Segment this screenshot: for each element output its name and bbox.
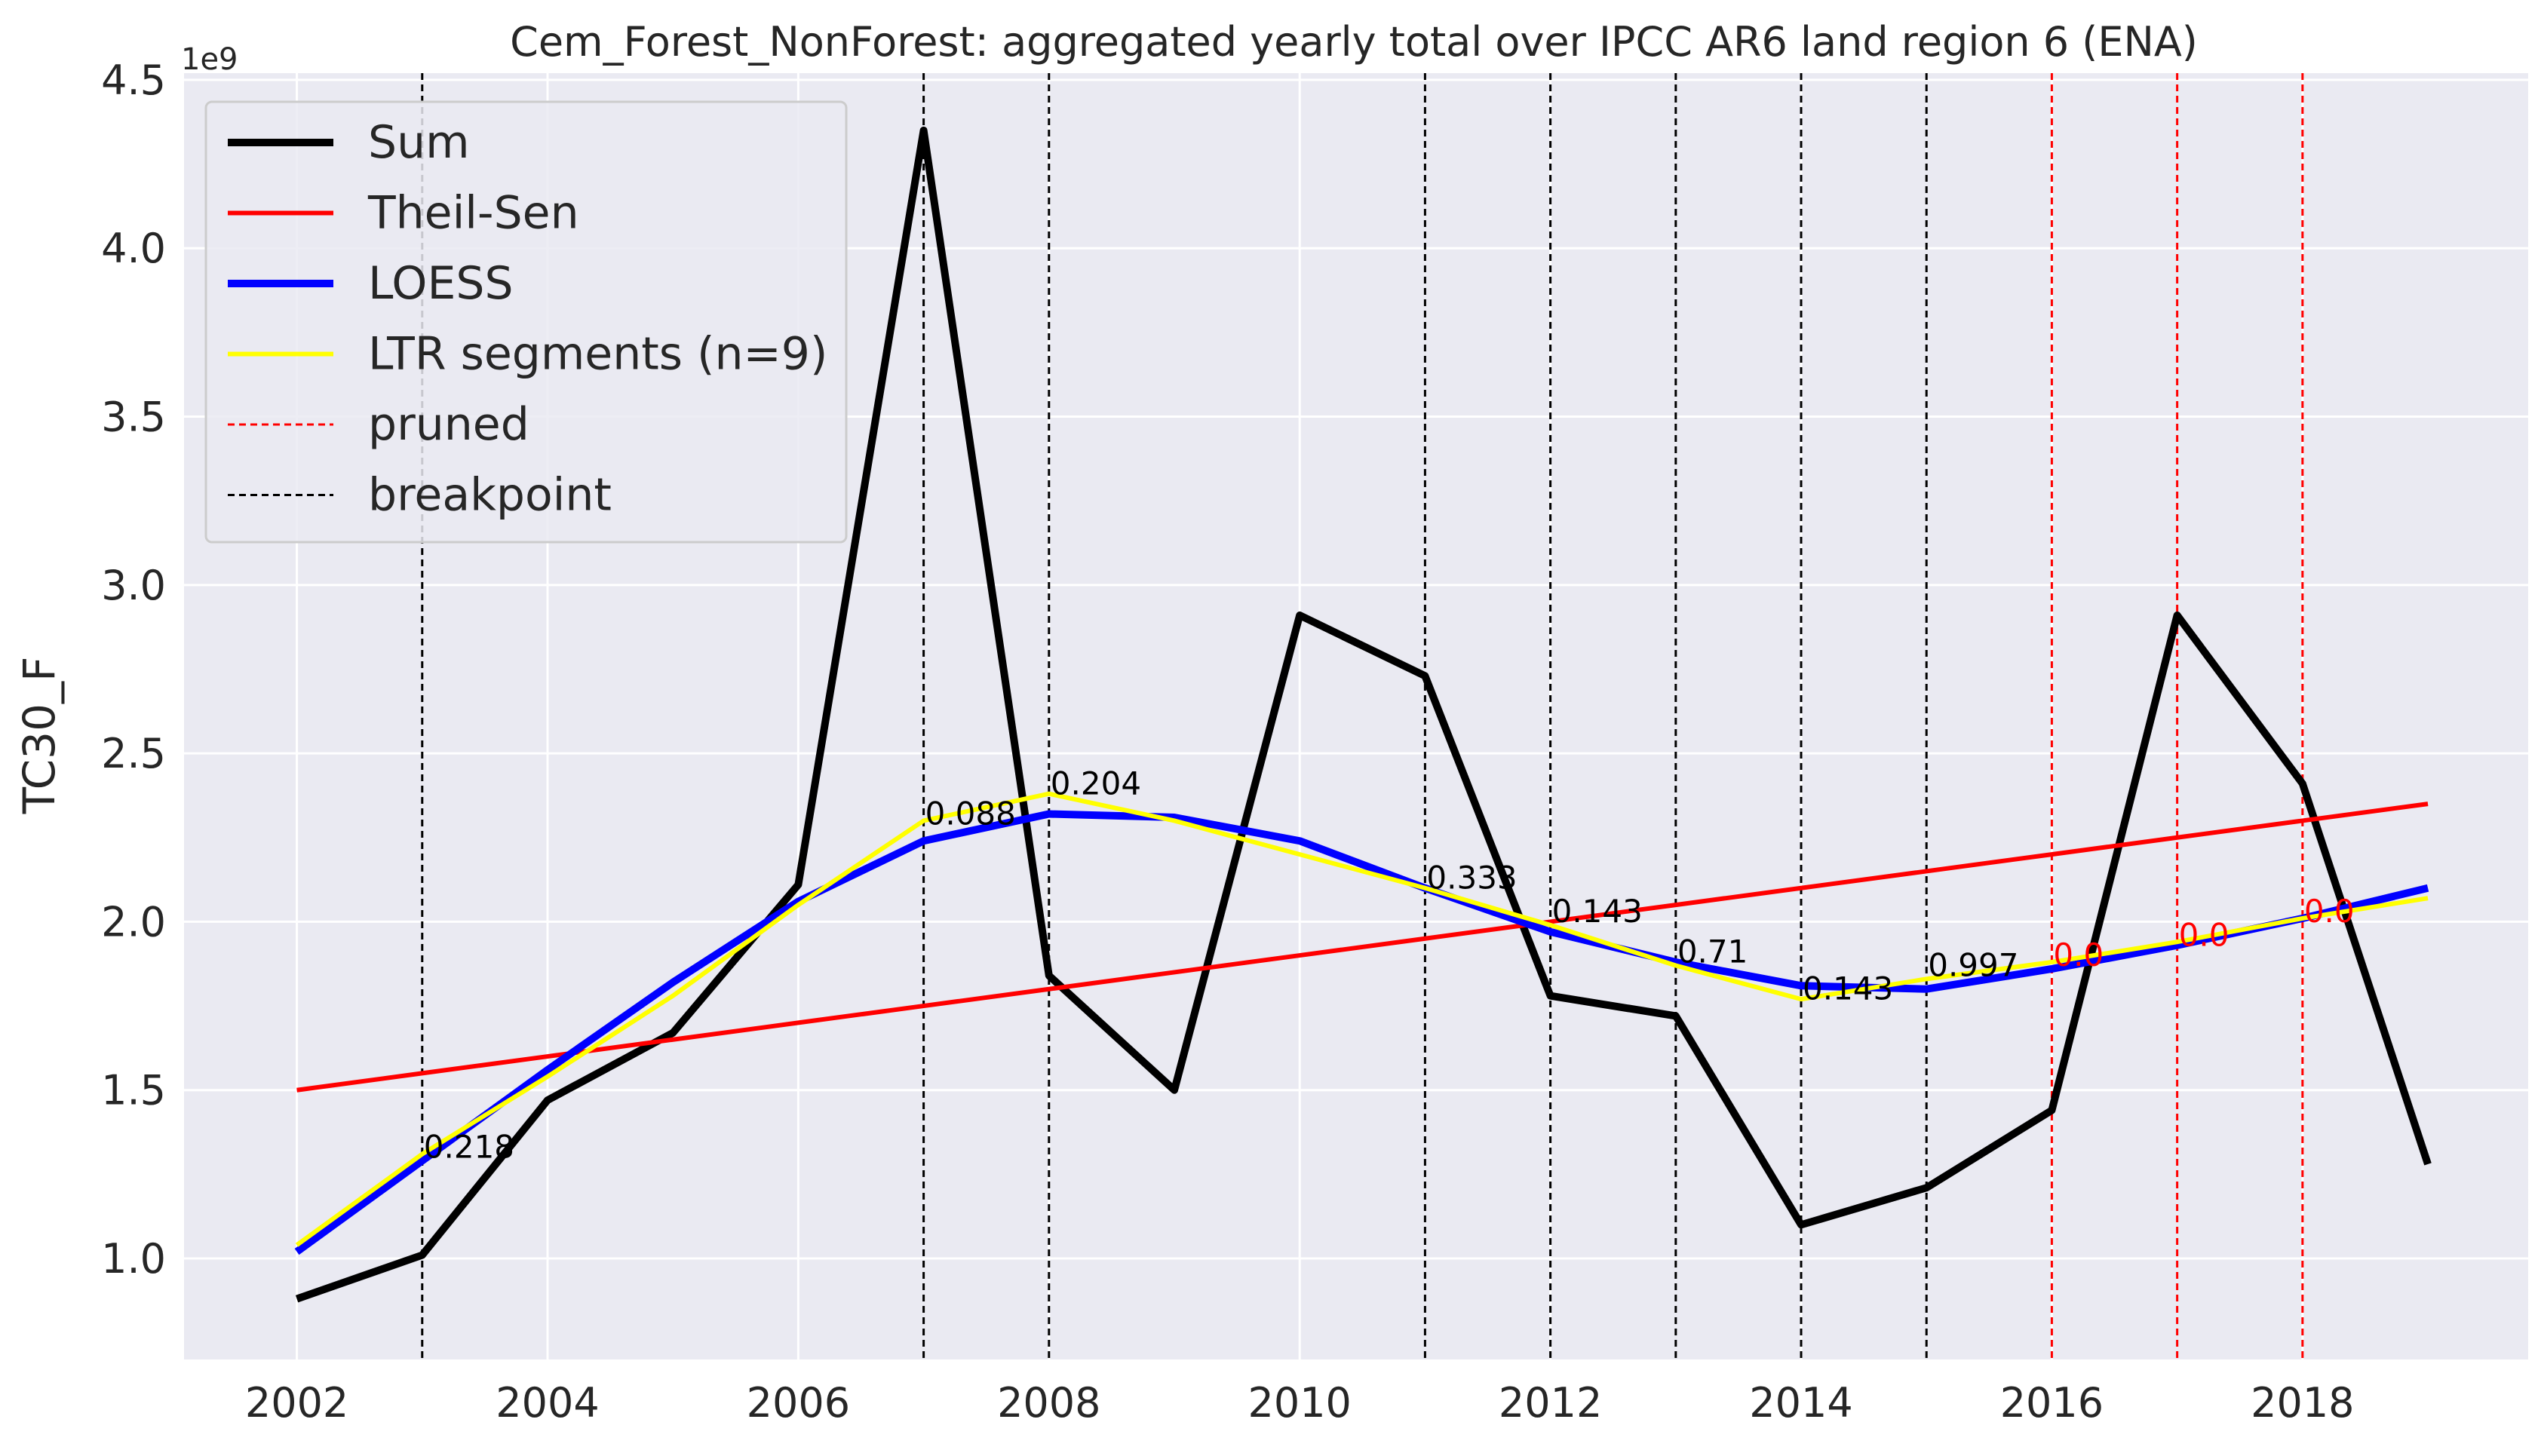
breakpoint-label: 0.333 <box>1426 859 1517 896</box>
y-axis-label: TC30_F <box>14 657 65 815</box>
pruned-label: 0.0 <box>2304 893 2355 930</box>
y-tick-label: 4.0 <box>101 225 166 272</box>
x-tick-label: 2012 <box>1499 1379 1602 1427</box>
chart-title: Cem_Forest_NonForest: aggregated yearly … <box>510 18 2198 66</box>
x-tick-label: 2006 <box>747 1379 850 1427</box>
legend-label: breakpoint <box>368 469 612 522</box>
legend: Sum Theil-Sen LOESS LTR segments (n=9) prune… <box>204 100 848 544</box>
series-group <box>294 126 2432 1303</box>
legend-box <box>204 100 848 544</box>
breakpoint-label: 0.088 <box>925 795 1016 832</box>
legend-label: Theil-Sen <box>367 187 579 240</box>
x-tick-label: 2014 <box>1749 1379 1852 1427</box>
pruned-label: 0.0 <box>2179 916 2230 953</box>
y-tick-label: 3.5 <box>101 394 166 441</box>
y-offset-text: 1e9 <box>181 42 238 77</box>
x-tick-label: 2016 <box>2000 1379 2104 1427</box>
legend-label: LTR segments (n=9) <box>368 328 827 381</box>
y-tick-label: 1.0 <box>101 1235 166 1283</box>
series-theil-sen-line <box>296 802 2429 1093</box>
y-tick-label: 3.0 <box>101 562 166 609</box>
pruned-label: 0.0 <box>2053 936 2104 973</box>
annotations: 0.218 0.088 0.204 0.333 0.143 0.71 0.143 0.997 0… <box>424 765 2355 1165</box>
breakpoint-label: 0.143 <box>1552 893 1643 930</box>
legend-label: LOESS <box>368 257 514 310</box>
legend-label: Sum <box>368 116 470 169</box>
x-tick-label: 2018 <box>2251 1379 2354 1427</box>
breakpoint-label: 0.71 <box>1677 933 1748 970</box>
breakpoint-label: 0.997 <box>1928 946 2018 983</box>
x-tick-label: 2004 <box>496 1379 599 1427</box>
y-tick-label: 1.5 <box>101 1067 166 1114</box>
x-tick-label: 2010 <box>1247 1379 1351 1427</box>
y-tick-label: 2.0 <box>101 898 166 946</box>
breakpoint-label: 0.218 <box>424 1129 514 1166</box>
y-tick-label: 2.5 <box>101 730 166 777</box>
legend-label: pruned <box>368 398 529 451</box>
x-tick-label: 2002 <box>245 1379 348 1427</box>
series-ltr-line <box>295 791 2429 1247</box>
series-loess-line <box>294 810 2429 1255</box>
breakpoint-label: 0.204 <box>1051 765 1141 802</box>
y-tick-label: 4.5 <box>101 57 166 104</box>
axis-ticks: 2002 2004 2006 2008 2010 2012 2014 2016 2018 1.0 1… <box>101 57 2354 1427</box>
breakpoint-label: 0.143 <box>1803 970 1893 1007</box>
x-tick-label: 2008 <box>997 1379 1100 1427</box>
